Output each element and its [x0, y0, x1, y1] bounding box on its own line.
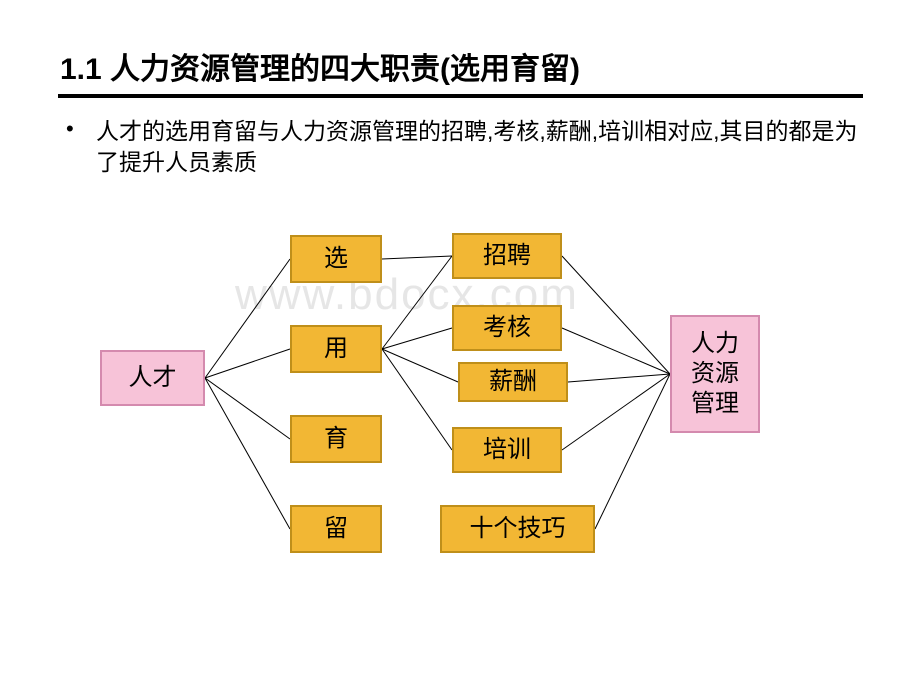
node-hrm: 人力 资源 管理 [670, 315, 760, 433]
description-text: 人才的选用育留与人力资源管理的招聘,考核,薪酬,培训相对应,其目的都是为了提升人… [96, 116, 866, 178]
node-tips-label: 十个技巧 [470, 514, 566, 544]
node-retain-label: 留 [324, 514, 348, 544]
node-recruit-label: 招聘 [483, 241, 531, 271]
node-select: 选 [290, 235, 382, 283]
node-develop-label: 育 [324, 424, 348, 454]
node-talent: 人才 [100, 350, 205, 406]
title-rule [58, 94, 863, 98]
desc-bullet: • [66, 116, 74, 142]
node-tips: 十个技巧 [440, 505, 595, 553]
node-talent-label: 人才 [129, 363, 177, 393]
node-develop: 育 [290, 415, 382, 463]
node-select-label: 选 [324, 244, 348, 274]
node-hrm-label: 人力 资源 管理 [691, 329, 739, 419]
node-use-label: 用 [324, 334, 348, 364]
node-use: 用 [290, 325, 382, 373]
node-train: 培训 [452, 427, 562, 473]
node-compensate: 薪酬 [458, 362, 568, 402]
node-recruit: 招聘 [452, 233, 562, 279]
node-compensate-label: 薪酬 [489, 367, 537, 397]
node-train-label: 培训 [483, 435, 531, 465]
node-retain: 留 [290, 505, 382, 553]
node-appraise-label: 考核 [483, 313, 531, 343]
node-appraise: 考核 [452, 305, 562, 351]
page-title: 1.1 人力资源管理的四大职责(选用育留) [60, 44, 580, 88]
